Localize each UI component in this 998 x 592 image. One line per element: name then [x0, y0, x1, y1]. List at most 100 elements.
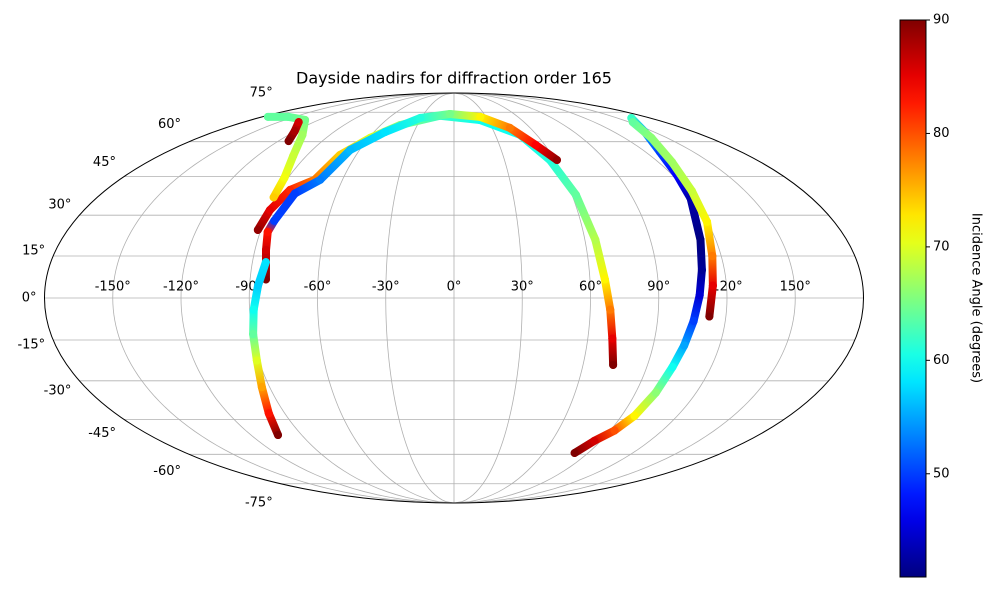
nadir-point	[257, 383, 266, 392]
y-tick-label: -60°	[153, 464, 181, 479]
track-segment	[703, 217, 717, 261]
track-segment	[630, 388, 660, 420]
map-boundary	[44, 92, 864, 504]
nadir-point	[298, 130, 307, 139]
track-segment	[316, 145, 355, 184]
nadir-point	[269, 193, 278, 202]
x-tick-label: 60°	[579, 280, 602, 295]
grid-line	[180, 92, 455, 504]
nadir-point	[289, 152, 298, 161]
track-segment	[505, 123, 540, 149]
y-tick-label: 75°	[250, 85, 273, 100]
track-segment	[571, 190, 600, 244]
track-segment	[254, 258, 270, 290]
nadir-point	[265, 206, 274, 215]
nadir-point	[647, 133, 656, 142]
colorbar-label: Incidence Angle (degrees)	[969, 213, 984, 383]
nadir-point	[628, 118, 637, 127]
nadir-point	[689, 317, 698, 326]
grid-line	[453, 92, 660, 504]
nadir-point	[280, 173, 289, 182]
colorbar-tick-label: 70	[933, 239, 950, 254]
grid-line	[385, 92, 455, 504]
nadir-point	[254, 281, 263, 290]
nadir-point	[651, 388, 660, 397]
x-tick-label: -60°	[304, 280, 332, 295]
y-tick-label: -45°	[88, 426, 116, 441]
track-segment	[668, 158, 696, 195]
nadir-point	[301, 115, 310, 124]
grid-line	[112, 92, 455, 504]
nadir-point	[600, 275, 609, 284]
track-segment	[686, 194, 705, 244]
track-segment	[647, 133, 677, 167]
track-segment	[651, 363, 677, 397]
x-tick-label: -120°	[163, 280, 199, 295]
y-tick-label: 15°	[22, 243, 45, 258]
nadir-point	[253, 225, 262, 234]
track-segment	[680, 317, 698, 350]
y-tick-label: 45°	[93, 155, 116, 170]
track-segment	[708, 252, 717, 290]
track-segment	[416, 109, 454, 122]
nadir-point	[697, 265, 706, 274]
nadir-point	[609, 360, 618, 369]
colorbar-tick-label: 80	[933, 126, 950, 141]
x-tick-label: 120°	[711, 280, 742, 295]
track-segment	[545, 156, 580, 199]
track-segment	[628, 118, 656, 142]
nadir-point	[270, 216, 279, 225]
nadir-point	[606, 305, 615, 314]
track-segment	[695, 265, 706, 300]
x-tick-label: 0°	[447, 280, 462, 295]
nadir-point	[505, 123, 514, 132]
nadir-point	[630, 411, 639, 420]
colorbar-tick-label: 60	[933, 353, 950, 368]
track-segment	[476, 112, 514, 132]
grid-line	[453, 92, 523, 504]
track-segment	[591, 235, 609, 284]
nadir-point	[705, 312, 714, 321]
track-segment	[257, 383, 273, 418]
nadir-point	[284, 137, 293, 146]
x-tick-label: -30°	[372, 280, 400, 295]
track-segment	[270, 189, 299, 225]
nadir-point	[680, 341, 689, 350]
nadir-point	[263, 227, 272, 236]
grid-line	[248, 92, 455, 504]
x-tick-label: 90°	[647, 280, 670, 295]
track-segment	[381, 113, 425, 136]
track-segment	[249, 330, 261, 365]
nadir-point	[346, 145, 355, 154]
nadir-point	[610, 426, 619, 435]
grid-line	[453, 92, 728, 504]
track-segment	[608, 334, 618, 369]
grid-line	[453, 92, 591, 504]
nadir-point	[261, 258, 270, 267]
nadir-point	[591, 235, 600, 244]
nadir-point	[290, 127, 299, 136]
x-tick-label: 150°	[780, 280, 811, 295]
grid-line	[453, 92, 796, 504]
colorbar-tick-label: 90	[933, 13, 950, 28]
nadir-point	[274, 431, 283, 440]
nadir-point	[294, 118, 303, 127]
track-segment	[606, 305, 617, 343]
nadir-point	[695, 291, 704, 300]
track-segment	[346, 127, 390, 154]
nadir-point	[608, 334, 617, 343]
nadir-point	[531, 140, 540, 149]
nadir-point	[476, 112, 485, 121]
track-segment	[705, 281, 717, 321]
track-segment	[600, 275, 615, 314]
nadir-point	[381, 127, 390, 136]
x-tick-label: 30°	[511, 280, 534, 295]
nadir-point	[252, 356, 261, 365]
nadir-point	[290, 189, 299, 198]
nadir-point	[249, 330, 258, 339]
nadir-point	[668, 158, 677, 167]
nadir-point	[696, 235, 705, 244]
colorbar	[899, 19, 927, 578]
track-segment	[249, 305, 258, 339]
y-tick-label: 30°	[48, 198, 71, 213]
